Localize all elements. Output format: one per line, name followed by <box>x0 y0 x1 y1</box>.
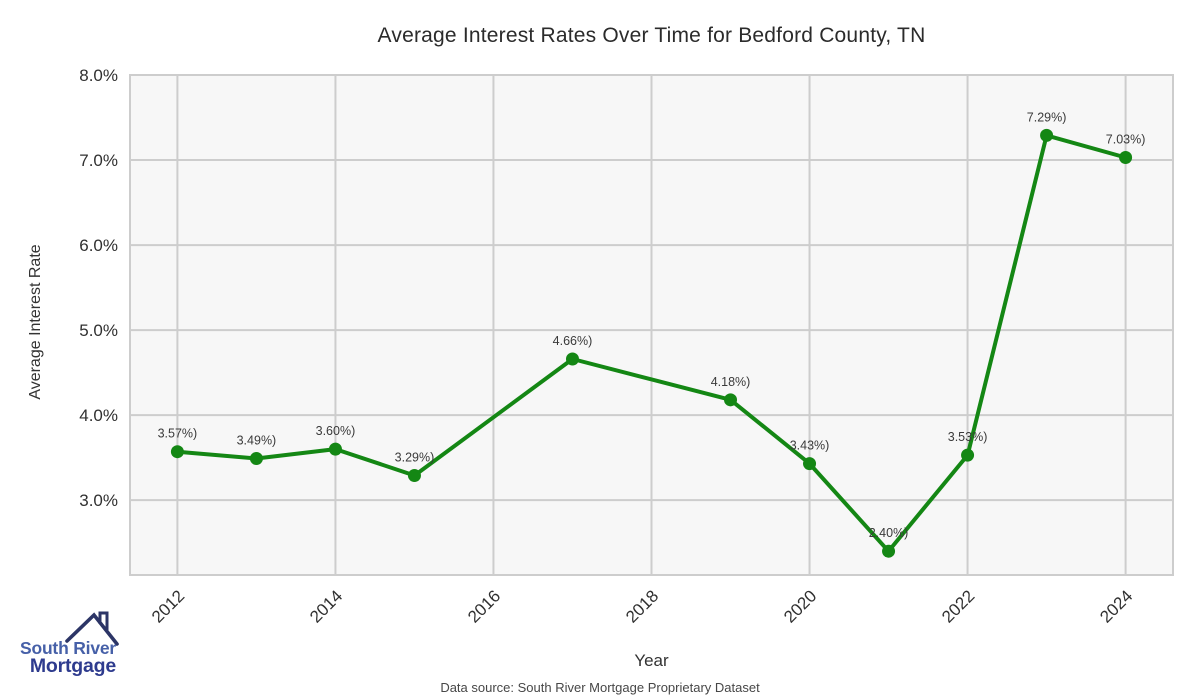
data-point-marker <box>803 457 817 471</box>
data-point-marker <box>565 352 579 366</box>
data-point-marker <box>882 544 896 558</box>
data-point-marker <box>1040 128 1054 142</box>
data-point-marker <box>170 445 184 459</box>
data-source-note: Data source: South River Mortgage Propri… <box>440 680 760 695</box>
data-point-label: 3.57%) <box>158 427 198 441</box>
data-point-label: 3.29%) <box>395 451 435 465</box>
data-point-label: 7.29%) <box>1027 110 1067 124</box>
plot-border <box>129 74 1174 576</box>
x-tick-label: 2024 <box>1096 586 1136 626</box>
data-point-marker <box>724 393 738 407</box>
x-tick-label: 2020 <box>780 586 820 626</box>
data-point-marker <box>407 469 421 483</box>
data-point-label: 3.43%) <box>790 439 830 453</box>
y-tick-label: 6.0% <box>79 236 118 255</box>
x-tick-label: 2012 <box>148 586 188 626</box>
x-tick-label: 2022 <box>938 586 978 626</box>
data-point-label: 7.03%) <box>1106 132 1146 146</box>
logo-text-primary: South River <box>19 638 116 658</box>
x-tick-label: 2014 <box>306 586 346 626</box>
logo-text-secondary: Mortgage <box>29 655 116 677</box>
x-tick-label: 2016 <box>464 586 504 626</box>
x-tick-label: 2018 <box>622 586 662 626</box>
data-point-label: 3.49%) <box>237 434 277 448</box>
data-point-label: 4.66%) <box>553 334 593 348</box>
data-point-marker <box>961 448 975 462</box>
x-axis-title: Year <box>634 651 669 670</box>
data-point-marker <box>328 442 342 456</box>
y-tick-label: 7.0% <box>79 151 118 170</box>
y-tick-label: 5.0% <box>79 321 118 340</box>
data-point-label: 3.60%) <box>316 424 356 438</box>
data-point-label: 4.18%) <box>711 375 751 389</box>
y-tick-label: 3.0% <box>79 491 118 510</box>
data-point-marker <box>249 452 263 466</box>
data-point-label: 3.53%) <box>948 430 988 444</box>
y-tick-label: 8.0% <box>79 66 118 85</box>
chart-title: Average Interest Rates Over Time for Bed… <box>377 24 926 47</box>
y-tick-label: 4.0% <box>79 406 118 425</box>
data-point-label: 2.40%) <box>869 526 909 540</box>
house-roof-icon <box>65 611 119 646</box>
data-point-marker <box>1119 150 1133 164</box>
